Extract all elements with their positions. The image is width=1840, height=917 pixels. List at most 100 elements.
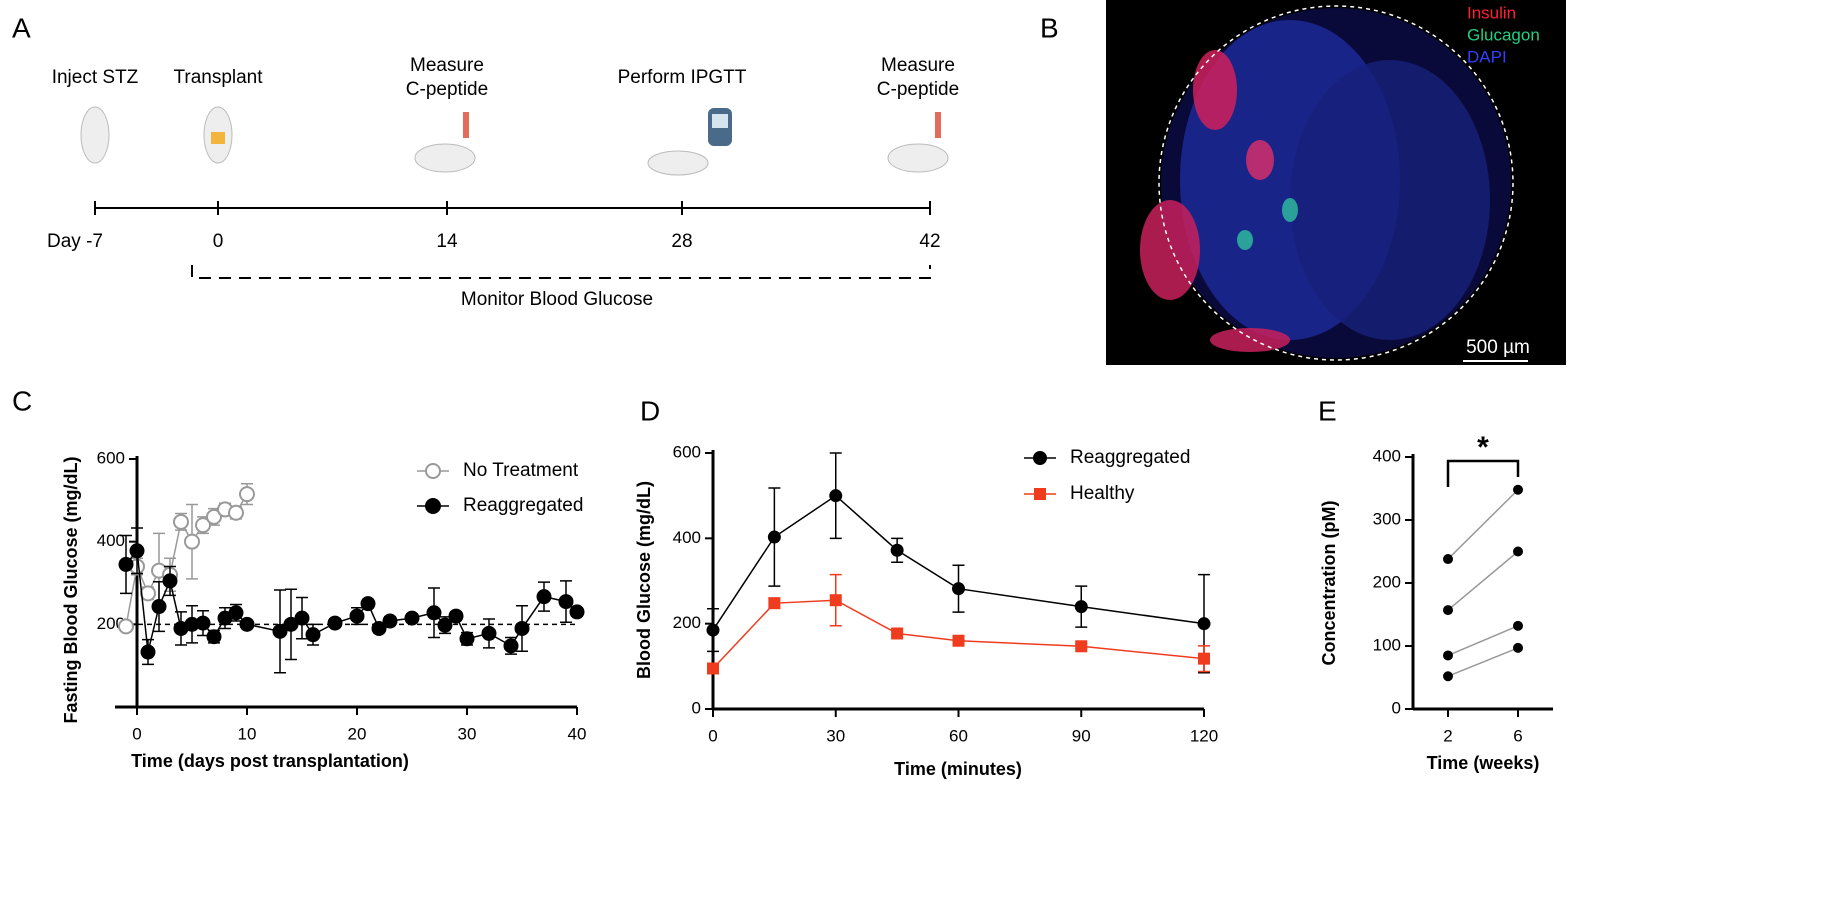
marker xyxy=(558,594,574,610)
marker xyxy=(767,530,781,544)
legend-marker xyxy=(1033,451,1047,465)
marker xyxy=(140,644,156,660)
marker xyxy=(195,517,211,534)
timeline xyxy=(94,201,931,279)
y-tick-label: 200 xyxy=(673,613,701,632)
pair-line xyxy=(1447,647,1519,677)
marker xyxy=(305,627,321,643)
marker xyxy=(239,486,255,503)
marker xyxy=(228,605,244,621)
day-label: 0 xyxy=(213,231,224,252)
x-axis-title: Time (minutes) xyxy=(894,759,1022,779)
y-tick-label: 100 xyxy=(1373,635,1401,654)
stain-label: DAPI xyxy=(1467,47,1507,66)
x-tick-label: 2 xyxy=(1443,726,1452,745)
marker xyxy=(118,556,134,572)
marker xyxy=(503,638,519,654)
marker xyxy=(129,543,145,559)
legend-marker xyxy=(1034,488,1046,500)
day-label: 42 xyxy=(919,231,940,252)
marker xyxy=(239,616,255,632)
day-label: 14 xyxy=(436,231,458,252)
marker xyxy=(952,582,965,596)
marker xyxy=(829,594,842,607)
marker xyxy=(952,634,965,647)
y-tick-label: 200 xyxy=(97,614,125,633)
event-label: Measure xyxy=(881,55,955,76)
panel-letter: A xyxy=(12,12,31,43)
legend-label: Reaggregated xyxy=(1070,447,1190,468)
legend-marker xyxy=(425,498,441,514)
marker xyxy=(140,585,156,602)
marker xyxy=(118,618,134,635)
legend-label: Reaggregated xyxy=(463,495,583,516)
marker xyxy=(327,615,343,631)
event-label: Measure xyxy=(410,55,484,76)
marker xyxy=(1197,617,1211,631)
marker xyxy=(891,627,904,640)
marker xyxy=(1443,650,1453,661)
event-label: Transplant xyxy=(173,67,263,88)
marker xyxy=(569,604,585,620)
panel-letter: C xyxy=(12,385,32,416)
marker xyxy=(1443,605,1453,616)
marker xyxy=(1074,600,1088,614)
panel-letter: B xyxy=(1040,12,1059,43)
day-label: Day -7 xyxy=(47,231,103,252)
marker xyxy=(382,613,398,629)
legend-label: Healthy xyxy=(1070,483,1135,504)
x-tick-label: 30 xyxy=(458,724,477,743)
significance-bracket xyxy=(1446,459,1520,487)
marker xyxy=(294,610,310,626)
x-tick-label: 6 xyxy=(1513,726,1522,745)
x-axis-title: Time (weeks) xyxy=(1427,753,1540,773)
pair-line xyxy=(1447,625,1519,657)
marker xyxy=(360,596,376,612)
x-tick-label: 90 xyxy=(1072,726,1091,745)
event-label: C-peptide xyxy=(406,79,488,100)
y-tick-label: 400 xyxy=(97,531,125,550)
marker xyxy=(707,662,719,675)
marker xyxy=(437,617,453,633)
marker xyxy=(206,508,222,525)
significance-label: * xyxy=(1477,431,1489,464)
stain-label: Glucagon xyxy=(1467,25,1540,44)
marker xyxy=(184,533,200,550)
pair-line xyxy=(1447,550,1519,611)
marker xyxy=(448,608,464,624)
marker xyxy=(1198,652,1210,665)
marker xyxy=(151,599,167,615)
marker xyxy=(1513,484,1523,495)
y-tick-label: 0 xyxy=(692,698,701,717)
marker xyxy=(890,543,904,557)
legend-marker xyxy=(425,463,441,479)
marker xyxy=(371,620,387,636)
marker xyxy=(536,589,552,605)
marker xyxy=(1513,546,1523,557)
marker xyxy=(1075,640,1088,653)
marker xyxy=(481,625,497,641)
marker xyxy=(514,620,530,636)
y-tick-label: 200 xyxy=(1373,572,1401,591)
marker xyxy=(206,629,222,645)
marker xyxy=(459,631,475,647)
x-tick-label: 30 xyxy=(826,726,845,745)
y-axis-title: Concentration (pM) xyxy=(1319,501,1339,666)
x-tick-label: 40 xyxy=(568,724,587,743)
y-tick-label: 0 xyxy=(1392,698,1401,717)
x-tick-label: 60 xyxy=(949,726,968,745)
bracket-label: Monitor Blood Glucose xyxy=(461,289,653,310)
marker xyxy=(349,608,365,624)
stain-label: Insulin xyxy=(1467,3,1516,22)
panel-letter: D xyxy=(640,395,660,426)
marker xyxy=(272,623,288,639)
marker xyxy=(768,597,781,610)
panel-letter: E xyxy=(1318,395,1337,426)
legend-label: No Treatment xyxy=(463,460,579,481)
y-axis-title: Fasting Blood Glucose (mg/dL) xyxy=(61,457,81,724)
marker xyxy=(1513,620,1523,631)
mouse-icons xyxy=(80,106,949,176)
marker xyxy=(426,605,442,621)
x-tick-label: 0 xyxy=(708,726,717,745)
